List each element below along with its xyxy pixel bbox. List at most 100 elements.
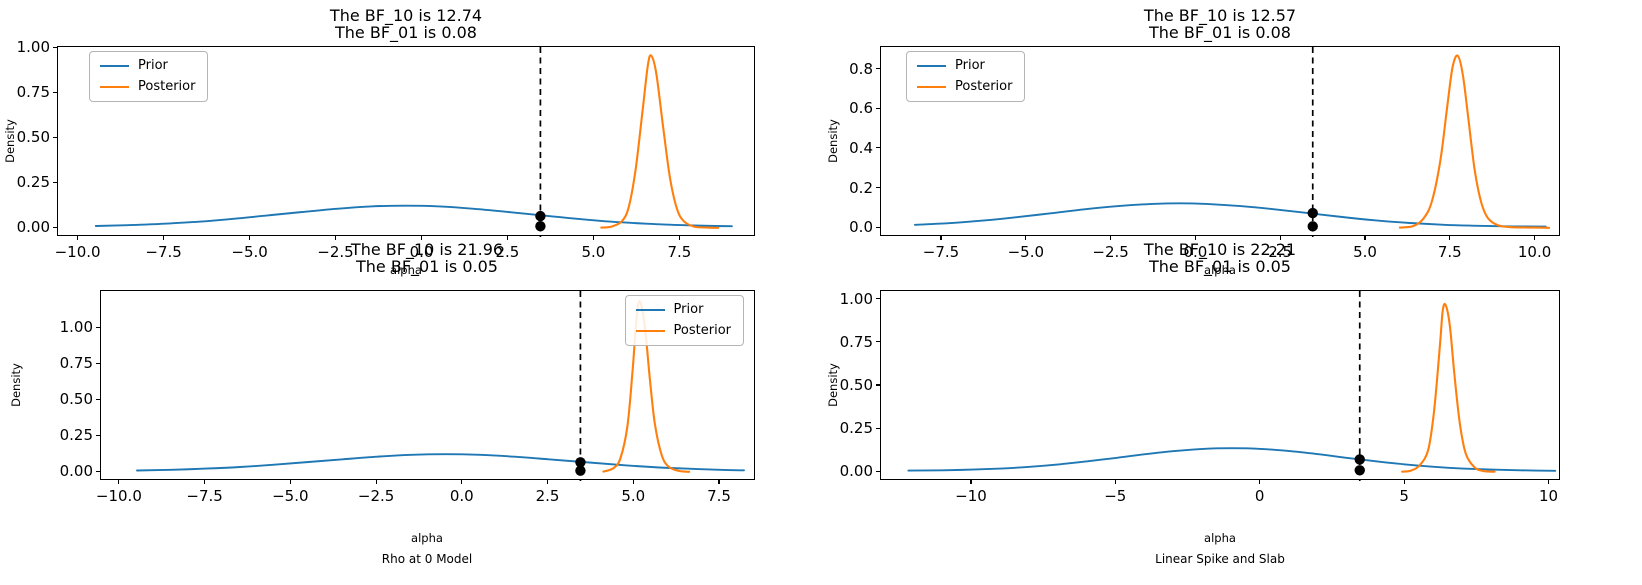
x-tick-label: 0 — [1254, 487, 1265, 505]
prior-line-swatch-icon — [635, 309, 665, 311]
legend-item-prior: Prior — [635, 302, 731, 317]
y-tick-mark — [876, 187, 880, 189]
y-tick-mark — [876, 67, 880, 70]
x-tick-label: 0.0 — [409, 243, 434, 261]
x-tick-mark — [204, 480, 206, 484]
posterior-density-dot — [575, 465, 586, 476]
prior-curve — [94, 204, 733, 228]
y-tick-label: 0.25 — [59, 426, 93, 445]
y-axis-label: Density — [826, 119, 840, 163]
x-tick-label: −5.0 — [272, 487, 309, 505]
x-tick-label: −2.5 — [357, 487, 395, 505]
x-tick-mark — [678, 236, 680, 240]
plot-title-line: The BF_01 is 0.08 — [1149, 23, 1291, 42]
legend-bottom-left: Prior Posterior — [624, 295, 744, 346]
x-tick-mark — [1547, 480, 1550, 484]
x-tick-label: −10.0 — [54, 243, 101, 261]
legend-item-posterior: Posterior — [917, 80, 1012, 94]
y-tick-label: 0.75 — [16, 83, 50, 102]
plot-title-line: The BF_10 is 22.21 — [1143, 240, 1297, 259]
x-tick-mark — [1403, 480, 1405, 484]
x-tick-label: −5 — [1104, 487, 1127, 505]
x-axis-label: alpha — [411, 531, 443, 545]
legend-top-right: Prior Posterior — [906, 51, 1026, 102]
x-tick-mark — [334, 236, 337, 240]
x-tick-mark — [970, 480, 972, 484]
x-tick-label: 5.0 — [581, 243, 606, 261]
x-tick-mark — [940, 236, 942, 240]
x-tick-mark — [718, 480, 720, 484]
plot-area-top-left — [94, 47, 733, 237]
x-tick-label: 10 — [1538, 487, 1559, 505]
y-tick-label: 0.00 — [839, 462, 873, 481]
legend-label-posterior: Posterior — [673, 323, 731, 338]
y-axis-label: Density — [9, 363, 23, 407]
axes-top-right: Prior Posterior — [880, 46, 1560, 237]
posterior-curve — [1401, 302, 1496, 473]
legend-item-posterior: Posterior — [100, 80, 195, 94]
y-tick-label: 1.00 — [839, 289, 873, 308]
y-tick-mark — [876, 226, 880, 228]
x-tick-mark — [420, 236, 423, 240]
x-tick-label: 7.5 — [667, 243, 692, 261]
y-tick-label: 0.75 — [839, 332, 873, 351]
legend-label-posterior: Posterior — [955, 79, 1013, 94]
y-tick-mark — [53, 226, 57, 228]
x-tick-label: 2.5 — [1268, 243, 1293, 261]
x-axis-label: alpha — [1204, 531, 1236, 545]
plot-title-line: The BF_10 is 21.96 — [350, 240, 504, 259]
legend-label-prior: Prior — [138, 58, 168, 73]
y-tick-mark — [53, 136, 57, 138]
x-tick-label: 5.0 — [1353, 243, 1377, 261]
legend-item-posterior: Posterior — [635, 323, 731, 338]
posterior-curve — [1398, 54, 1551, 229]
x-tick-mark — [1259, 480, 1261, 484]
legend-item-prior: Prior — [100, 59, 195, 73]
x-tick-mark — [77, 236, 79, 240]
posterior-density-dot — [1307, 221, 1318, 232]
prior-density-dot — [575, 457, 586, 468]
plot-title-line: The BF_01 is 0.05 — [356, 257, 498, 276]
y-tick-label: 0.00 — [59, 462, 93, 481]
y-tick-mark — [876, 470, 880, 472]
plot-title-line: The BF_01 is 0.08 — [335, 23, 477, 42]
y-tick-mark — [96, 362, 100, 364]
x-tick-label: −5.0 — [231, 243, 268, 261]
x-tick-mark — [289, 480, 291, 484]
posterior-line-swatch-icon — [917, 86, 946, 88]
x-tick-mark — [546, 480, 549, 484]
legend-label-prior: Prior — [673, 302, 704, 317]
prior-density-dot — [1307, 207, 1318, 219]
x-tick-mark — [1534, 236, 1536, 240]
y-tick-label: 0.4 — [849, 138, 873, 157]
plot-area-bottom-right — [907, 291, 1557, 481]
plot-area-top-right — [913, 47, 1551, 237]
y-tick-mark — [876, 341, 880, 343]
x-axis-label: alpha — [1204, 263, 1236, 277]
axes-bottom-left: Prior Posterior — [100, 290, 755, 481]
x-tick-mark — [1025, 236, 1027, 240]
posterior-density-dot — [535, 221, 546, 232]
plot-title-line: The BF_01 is 0.05 — [1149, 257, 1291, 276]
legend-top-left: Prior Posterior — [89, 51, 209, 102]
y-tick-mark — [96, 470, 100, 472]
prior-curve — [913, 202, 1547, 228]
x-tick-mark — [1110, 236, 1112, 240]
y-tick-label: 0.50 — [16, 128, 50, 147]
y-tick-label: 0.50 — [839, 376, 873, 394]
y-tick-mark — [876, 384, 880, 386]
x-tick-label: −10 — [955, 487, 987, 505]
plot-title-line: The BF_10 is 12.74 — [329, 6, 483, 25]
x-tick-mark — [1194, 236, 1196, 240]
posterior-density-dot — [1354, 465, 1365, 476]
y-tick-mark — [96, 398, 100, 400]
y-axis-label: Density — [826, 363, 840, 407]
y-tick-label: 0.25 — [16, 173, 50, 192]
y-tick-mark — [96, 326, 100, 328]
x-tick-label: −5.0 — [1007, 243, 1045, 261]
y-tick-label: 0.50 — [59, 390, 93, 409]
x-tick-label: −7.5 — [145, 243, 182, 261]
posterior-line-swatch-icon — [635, 330, 665, 332]
x-tick-mark — [249, 236, 251, 240]
